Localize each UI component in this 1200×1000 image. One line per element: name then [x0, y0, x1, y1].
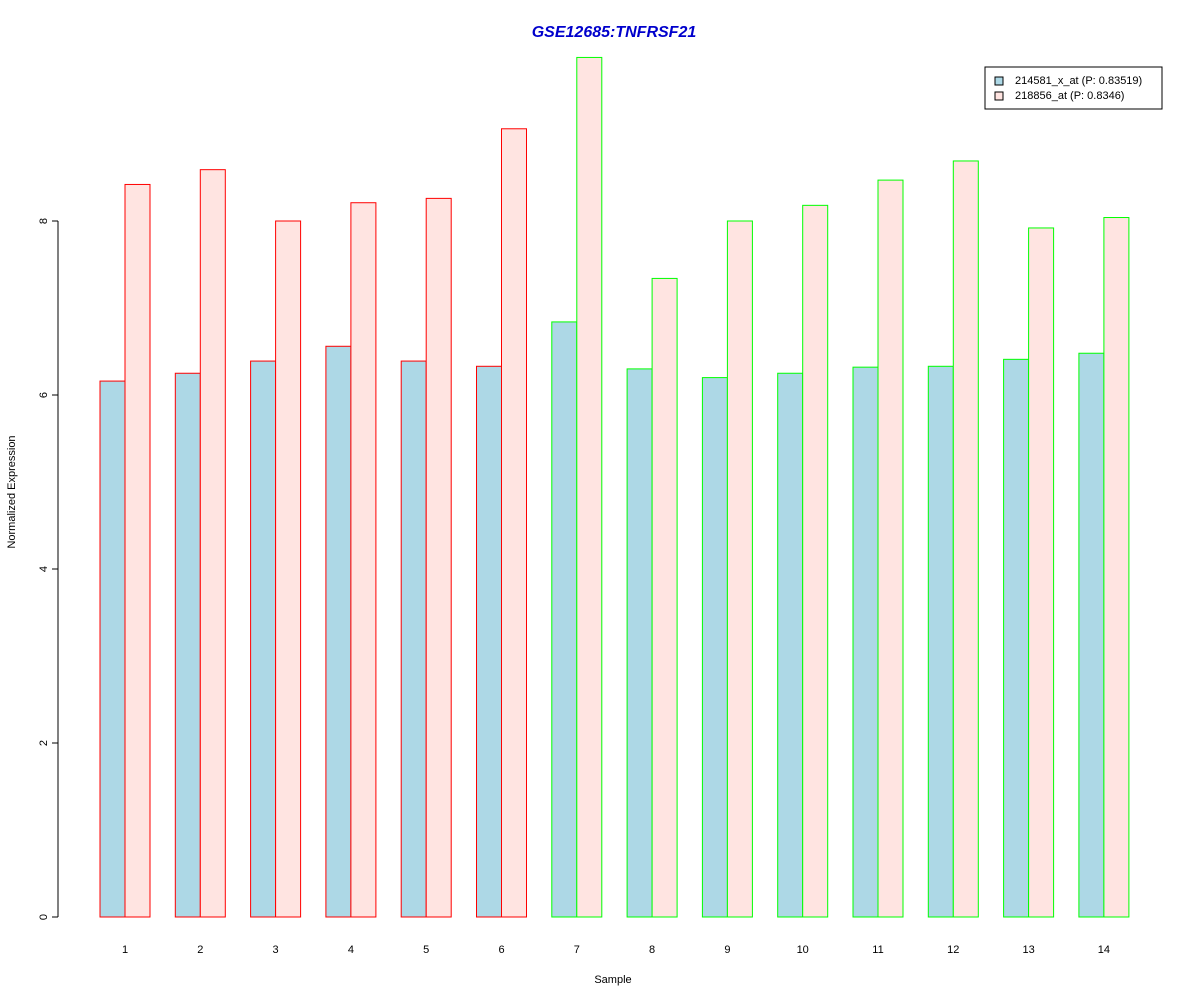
x-tick-label: 8: [649, 944, 655, 956]
bar-series2-sample-13: [1028, 227, 1055, 918]
x-tick-label: 7: [574, 944, 580, 956]
legend-box: [984, 66, 1163, 110]
x-tick-label: 11: [872, 944, 883, 956]
x-tick-label: 12: [947, 944, 959, 956]
y-tick-label: 2: [38, 740, 50, 746]
bar-series2-sample-12: [952, 160, 979, 918]
bar-series2-sample-14: [1103, 217, 1130, 918]
chart-title: GSE12685:TNFRSF21: [532, 24, 697, 41]
bar-series2-sample-6: [501, 128, 527, 918]
bar-series1-sample-12: [927, 365, 954, 918]
y-tick-label: 4: [38, 566, 50, 572]
legend-swatch: [994, 76, 1004, 86]
bar-series2-sample-7: [576, 56, 603, 918]
x-tick-label: 13: [1022, 944, 1034, 956]
legend-label: 214581_x_at (P: 0.83519): [1015, 75, 1142, 87]
y-tick-label: 8: [38, 218, 50, 224]
bar-series2-sample-3: [275, 220, 302, 918]
bar-series1-sample-13: [1003, 358, 1030, 918]
bars: [99, 56, 1130, 918]
bar-series2-sample-8: [651, 277, 678, 918]
y-tick-label: 6: [38, 392, 50, 398]
bar-series2-sample-10: [802, 204, 829, 918]
bar-series1-sample-8: [626, 368, 653, 918]
x-tick-label: 14: [1098, 944, 1110, 956]
x-tick-label: 10: [797, 944, 809, 956]
bar-series1-sample-2: [174, 372, 201, 918]
bar-series1-sample-6: [476, 365, 502, 918]
legend: 214581_x_at (P: 0.83519) 218856_at (P: 0.…: [984, 66, 1163, 110]
bar-series2-sample-9: [726, 220, 753, 918]
x-tick-label: 2: [197, 944, 203, 956]
bar-series1-sample-9: [701, 377, 728, 918]
bar-series1-sample-3: [250, 360, 277, 918]
bar-series1-sample-11: [852, 366, 879, 918]
x-axis-label: Sample: [594, 974, 631, 986]
bar-series1-sample-1: [99, 380, 126, 918]
x-tick-label: 9: [724, 944, 730, 956]
bar-series2-sample-2: [199, 169, 226, 918]
x-tick-label: 4: [348, 944, 354, 956]
bar-series1-sample-14: [1078, 352, 1105, 918]
bar-series2-sample-5: [425, 197, 452, 918]
x-tick-label: 5: [423, 944, 429, 956]
bar-series2-sample-4: [350, 202, 377, 918]
x-tick-label: 3: [273, 944, 279, 956]
y-tick-label: 0: [38, 914, 50, 920]
bar-series1-sample-7: [551, 321, 578, 918]
y-axis-label: Normalized Expression: [6, 435, 18, 548]
legend-swatch: [994, 91, 1004, 101]
x-tick-label: 1: [122, 944, 128, 956]
legend-label: 218856_at (P: 0.8346): [1015, 90, 1124, 102]
bar-series1-sample-10: [777, 372, 804, 918]
bar-series1-sample-5: [400, 360, 427, 918]
bar-series2-sample-11: [877, 179, 904, 918]
bar-series1-sample-4: [325, 345, 352, 918]
bar-series2-sample-1: [124, 183, 151, 918]
x-tick-labels: 1 2 3 4 5 6 7 8 9 10 11 12 13 14: [122, 944, 1110, 956]
y-axis: 0 2 4 6 8: [38, 218, 59, 920]
x-tick-label: 6: [498, 944, 504, 956]
